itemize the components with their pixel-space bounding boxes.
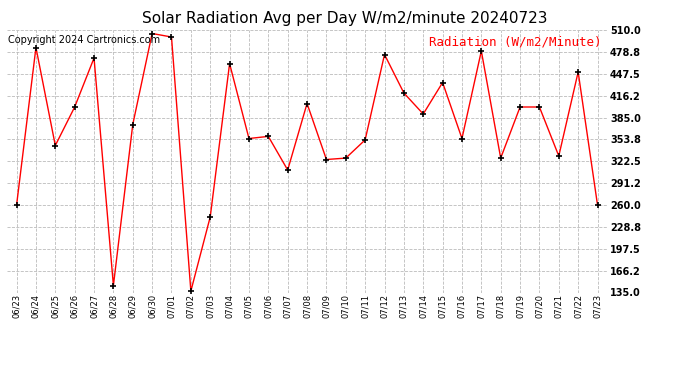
Text: Solar Radiation Avg per Day W/m2/minute 20240723: Solar Radiation Avg per Day W/m2/minute … (142, 11, 548, 26)
Text: Copyright 2024 Cartronics.com: Copyright 2024 Cartronics.com (8, 35, 159, 45)
Text: Radiation (W/m2/Minute): Radiation (W/m2/Minute) (428, 35, 601, 48)
